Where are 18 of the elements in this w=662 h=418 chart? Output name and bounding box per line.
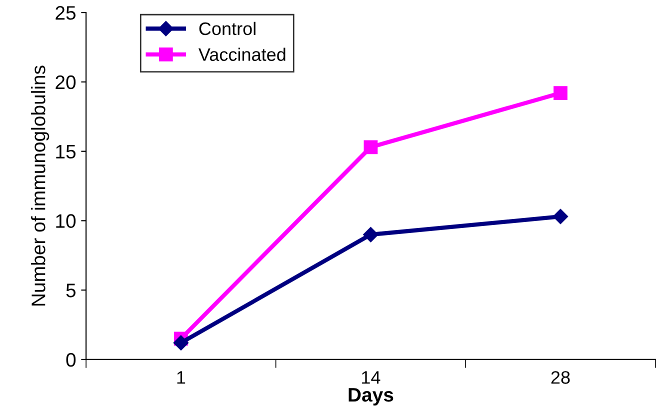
x-tick-label: 1 <box>177 371 186 384</box>
y-tick-label: 20 <box>56 75 76 90</box>
x-tick-label: 14 <box>362 371 380 384</box>
point <box>363 227 378 242</box>
legend-label: Control <box>199 22 256 36</box>
point <box>364 140 378 154</box>
y-tick-label: 15 <box>56 144 76 159</box>
point <box>552 208 568 224</box>
y-tick-label: 25 <box>56 6 76 20</box>
y-axis-title: Number of immunoglobulins <box>31 66 50 306</box>
y-tick-label: 0 <box>66 352 76 367</box>
x-axis-title: Days <box>348 388 394 406</box>
x-tick-label: 28 <box>551 371 570 384</box>
point <box>173 335 189 350</box>
y-tick-label: 10 <box>56 214 76 228</box>
point <box>554 86 568 100</box>
y-tick-label: 5 <box>66 284 76 298</box>
legend-label: Vaccinated <box>198 48 286 61</box>
